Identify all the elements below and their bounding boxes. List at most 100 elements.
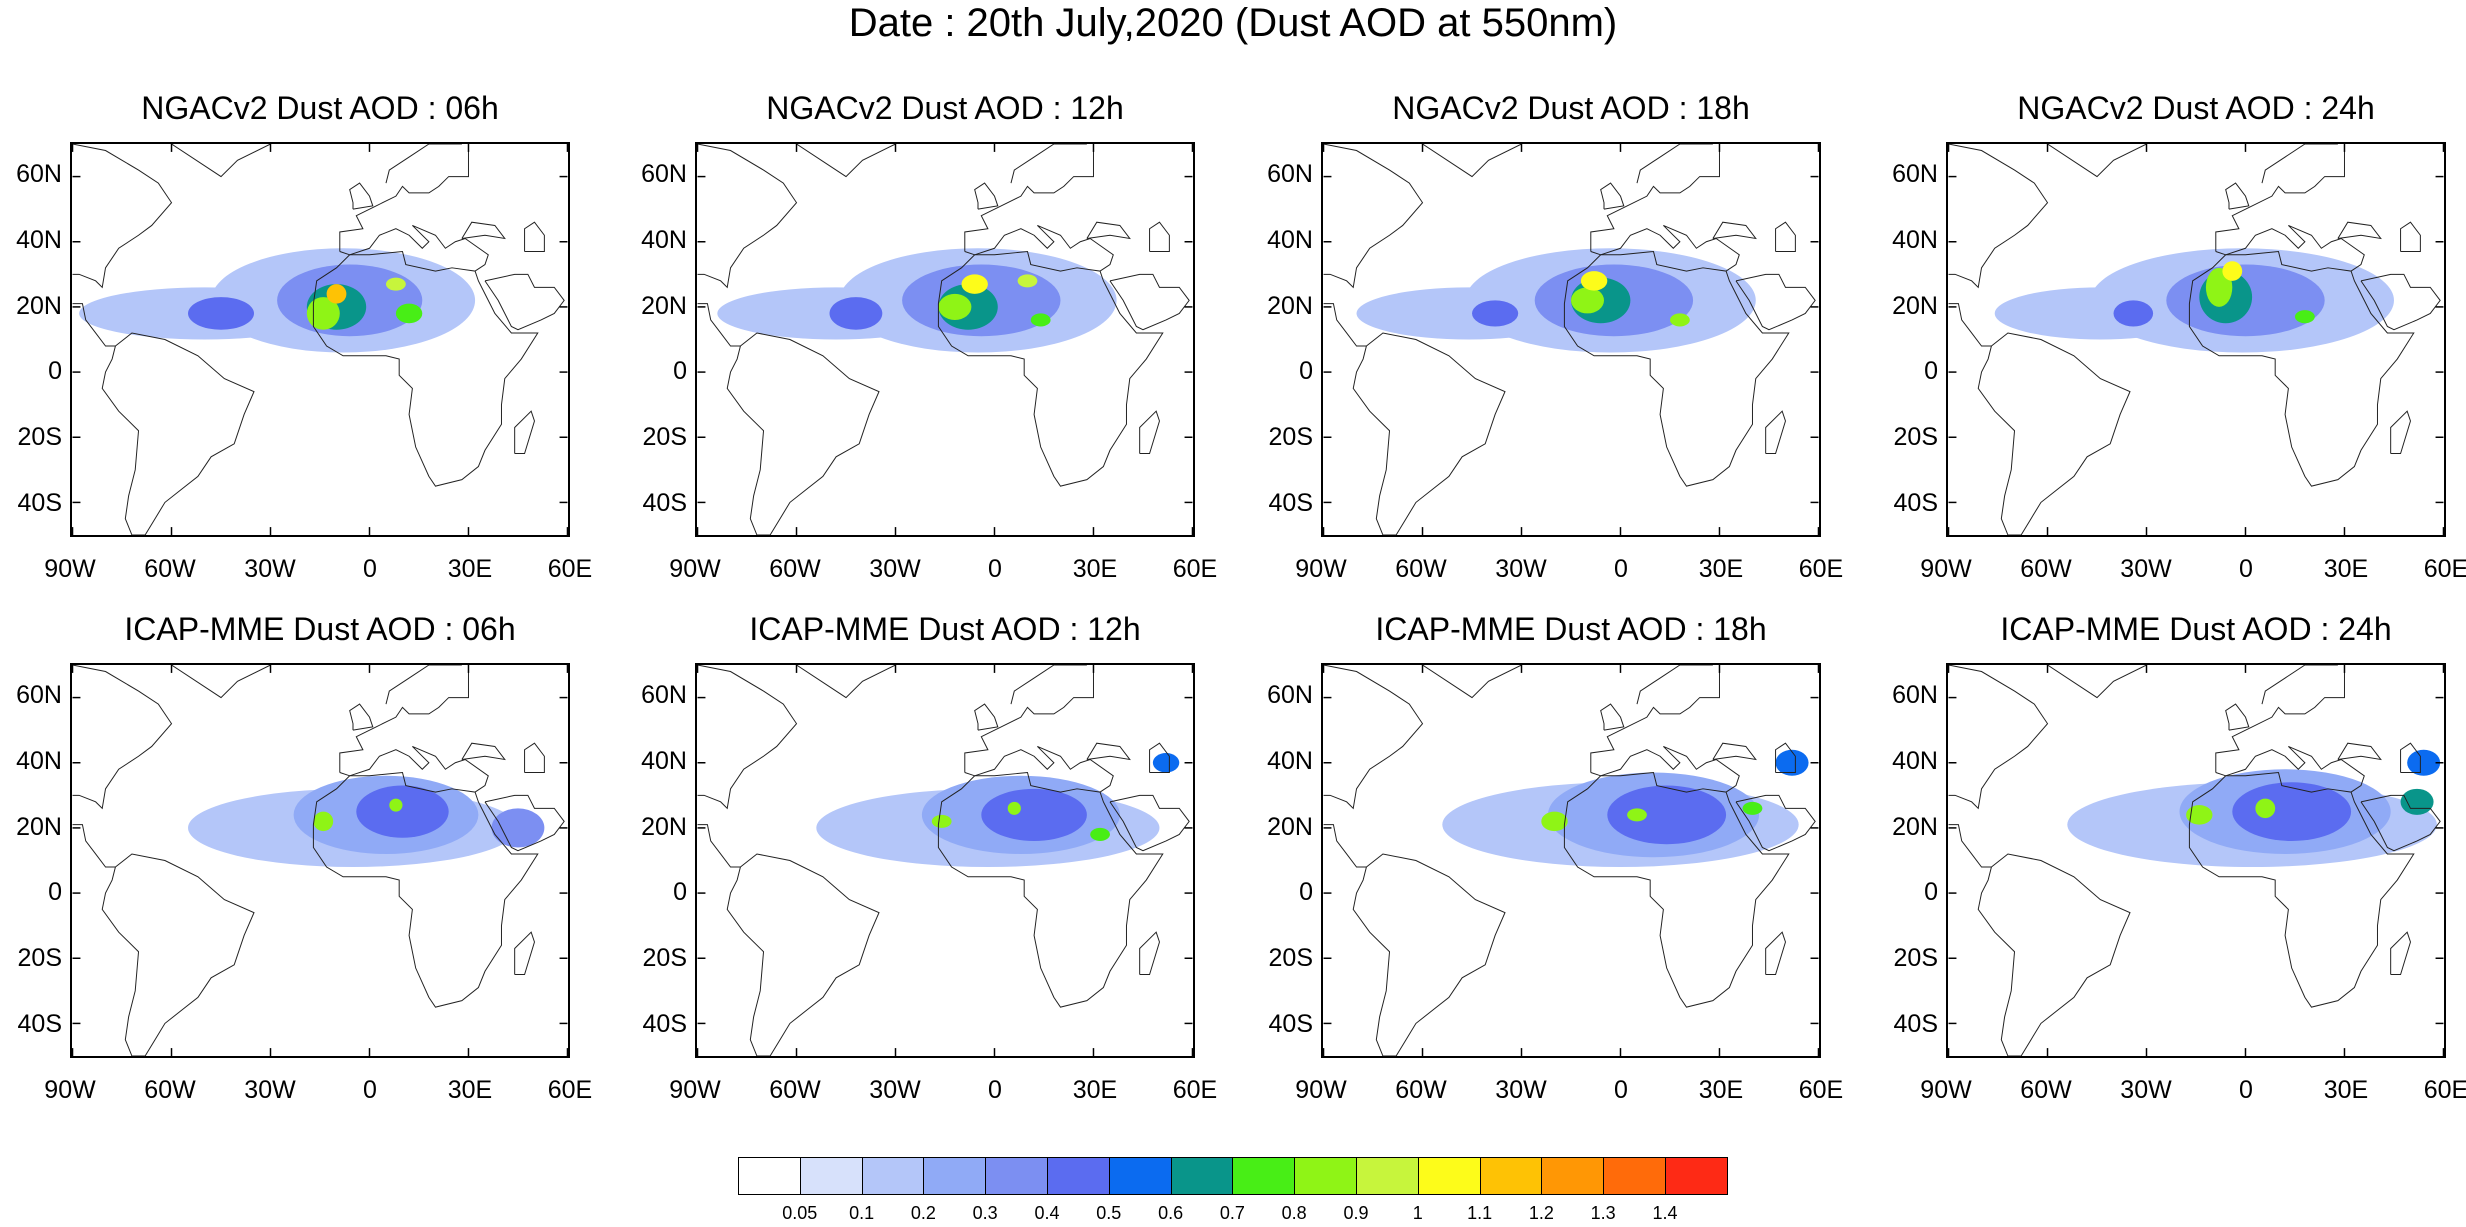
lat-tick-label: 40S <box>1893 1010 1938 1039</box>
lon-tick-label: 30W <box>869 555 921 583</box>
lon-tick-label: 0 <box>988 1076 1002 1104</box>
colorbar-label: 1 <box>1412 1203 1423 1223</box>
coastline <box>1590 665 1720 773</box>
lon-tick-label: 60E <box>1172 1076 1218 1104</box>
colorbar-label: 1.3 <box>1590 1203 1616 1223</box>
coastline <box>312 250 539 487</box>
coastline <box>796 144 896 178</box>
coastline <box>1636 144 1713 184</box>
lon-tick-label: 90W <box>1295 1076 1347 1104</box>
coastline <box>1948 144 2049 289</box>
lat-tick-label: 40S <box>642 489 687 518</box>
lat-tick-label: 40S <box>1893 489 1938 518</box>
aod-hotspot <box>1030 313 1051 327</box>
lat-tick-label: 60N <box>1267 680 1313 709</box>
aod-hotspot <box>981 788 1087 841</box>
lat-tick-label: 0 <box>48 357 62 386</box>
colorbar-swatch <box>1047 1157 1110 1195</box>
colorbar-swatch <box>1356 1157 1419 1195</box>
coastline <box>1735 273 1816 331</box>
lat-tick-label: 40N <box>1892 746 1938 775</box>
lat-tick-label: 20N <box>16 291 62 320</box>
coastline <box>1010 144 1087 184</box>
coastline <box>1636 665 1713 705</box>
aod-hotspot <box>1571 287 1604 314</box>
aod-hotspot <box>2113 300 2154 327</box>
coastline <box>1109 273 1190 331</box>
lon-tick-label: 60E <box>2423 1076 2466 1104</box>
lon-tick-label: 60W <box>1395 555 1447 583</box>
lon-tick-label: 30E <box>1698 555 1744 583</box>
lat-tick-label: 20S <box>642 423 687 452</box>
coastline <box>2215 665 2345 773</box>
colorbar-swatch <box>1232 1157 1296 1195</box>
coastline <box>339 746 489 793</box>
coastline <box>1352 332 1506 535</box>
lat-tick-label: 0 <box>673 357 687 386</box>
colorbar-label: 0.4 <box>1034 1203 1060 1223</box>
colorbar-label: 0.1 <box>849 1203 875 1223</box>
colorbar-label: 0.5 <box>1096 1203 1122 1223</box>
coastline <box>1948 824 1992 868</box>
aod-hotspot <box>2186 805 2213 825</box>
coastline <box>1590 746 1740 793</box>
lat-tick-label: 60N <box>641 680 687 709</box>
coastline <box>2337 742 2382 761</box>
lat-tick-label: 20N <box>641 291 687 320</box>
coastline <box>697 665 798 810</box>
coastline <box>1977 332 2131 535</box>
lon-tick-label: 60W <box>769 555 821 583</box>
coastline <box>2188 250 2415 487</box>
aod-map <box>697 144 1193 535</box>
coastline <box>1563 771 1790 1008</box>
lon-tick-label: 30W <box>1495 1076 1547 1104</box>
colorbar-label: 0.7 <box>1219 1203 1245 1223</box>
colorbar-label: 1.1 <box>1467 1203 1493 1223</box>
coastline <box>1948 665 2049 810</box>
coastline <box>2400 742 2421 774</box>
lon-tick-label: 0 <box>363 555 377 583</box>
coastline <box>339 144 469 252</box>
aod-hotspot <box>961 274 988 294</box>
coastline <box>2215 746 2365 793</box>
coastline <box>1563 250 1790 487</box>
coastline <box>1323 824 1367 868</box>
aod-hotspot <box>1541 811 1568 832</box>
lon-tick-label: 30E <box>1698 1076 1744 1104</box>
coastline <box>171 144 271 178</box>
aod-hotspot <box>2232 782 2352 841</box>
aod-hotspot <box>188 297 255 330</box>
lat-tick-label: 60N <box>641 159 687 188</box>
coastline <box>1765 931 1786 976</box>
lon-tick-label: 30E <box>447 555 493 583</box>
panel-title: ICAP-MME Dust AOD : 06h <box>124 611 516 647</box>
coastline <box>964 665 1094 773</box>
aod-hotspot <box>356 785 449 838</box>
aod-map <box>1948 144 2444 535</box>
aod-hotspot <box>2400 788 2434 815</box>
lon-tick-label: 90W <box>1295 555 1347 583</box>
panel-title: NGACv2 Dust AOD : 06h <box>141 90 499 126</box>
map-frame <box>1321 663 1821 1058</box>
colorbar-label: 0.6 <box>1158 1203 1184 1223</box>
map-frame <box>695 142 1195 537</box>
aod-hotspot <box>1627 808 1647 822</box>
colorbar-swatch <box>923 1157 987 1195</box>
coastline <box>524 742 545 774</box>
aod-hotspot <box>1742 801 1763 815</box>
colorbar-swatch <box>1603 1157 1666 1195</box>
coastline <box>1775 742 1796 774</box>
coastline <box>514 931 535 976</box>
lon-tick-label: 60E <box>547 1076 593 1104</box>
coastline <box>72 665 173 810</box>
coastline <box>2047 144 2147 178</box>
coastline <box>2390 931 2411 976</box>
lon-tick-label: 60W <box>144 555 196 583</box>
colorbar-label: 0.9 <box>1343 1203 1369 1223</box>
coastline <box>385 665 462 705</box>
coastline <box>726 853 880 1056</box>
colorbar-swatch <box>1665 1157 1728 1195</box>
coastline <box>697 144 798 289</box>
lat-tick-label: 0 <box>673 878 687 907</box>
coastline <box>484 273 565 331</box>
